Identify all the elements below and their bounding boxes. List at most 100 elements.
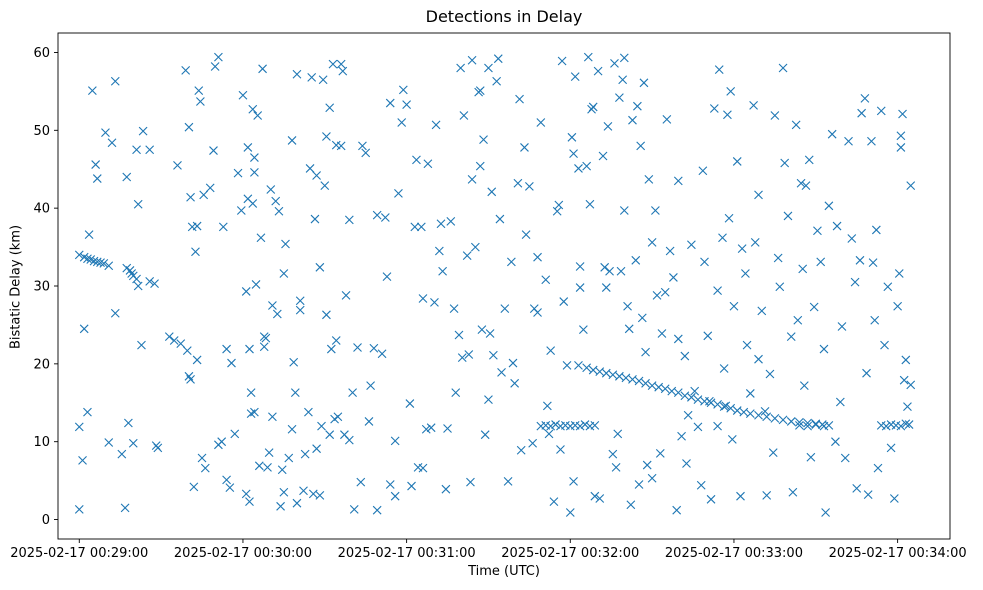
data-point xyxy=(569,477,578,486)
data-point xyxy=(438,266,448,276)
data-point xyxy=(901,355,911,365)
chart-title: Detections in Delay xyxy=(425,7,583,26)
data-point xyxy=(191,247,200,257)
data-point xyxy=(189,482,199,492)
data-point xyxy=(348,388,357,398)
data-point xyxy=(194,86,204,95)
data-point xyxy=(628,375,637,384)
data-point xyxy=(84,230,94,240)
data-point xyxy=(451,388,461,398)
data-point xyxy=(245,497,254,507)
data-point xyxy=(615,93,624,102)
data-point xyxy=(639,78,649,88)
data-point xyxy=(593,66,603,76)
data-point xyxy=(786,332,796,341)
data-point xyxy=(634,480,644,489)
data-point xyxy=(248,199,258,208)
data-point xyxy=(385,480,395,489)
data-point xyxy=(133,281,143,291)
data-point xyxy=(732,406,742,415)
data-point xyxy=(418,294,428,303)
data-point xyxy=(631,255,641,265)
data-point xyxy=(557,56,567,66)
data-point xyxy=(619,53,629,63)
data-point xyxy=(544,429,554,439)
data-point xyxy=(536,118,546,127)
data-point xyxy=(250,167,259,177)
data-point xyxy=(356,477,366,487)
data-point xyxy=(510,378,520,388)
data-point xyxy=(793,315,803,325)
data-point xyxy=(410,222,420,232)
data-point xyxy=(184,122,194,132)
data-point xyxy=(870,315,880,325)
x-tick-label: 2025-02-17 00:29:00 xyxy=(10,546,148,561)
data-point xyxy=(791,120,801,130)
data-point xyxy=(83,407,92,417)
data-point xyxy=(99,259,109,268)
data-point xyxy=(723,110,732,120)
data-point xyxy=(600,262,610,272)
data-point xyxy=(575,421,585,431)
data-point xyxy=(475,86,485,95)
x-tick-label: 2025-02-17 00:33:00 xyxy=(665,546,803,561)
data-point xyxy=(91,160,101,169)
data-point xyxy=(250,153,259,162)
x-tick-label: 2025-02-17 00:30:00 xyxy=(174,546,312,561)
data-point xyxy=(322,132,331,141)
data-point xyxy=(492,76,502,86)
data-point xyxy=(443,424,452,433)
y-tick-label: 40 xyxy=(33,202,50,217)
data-point xyxy=(672,505,682,515)
data-point xyxy=(739,407,749,417)
data-point xyxy=(74,422,84,432)
data-point xyxy=(778,415,788,425)
data-point xyxy=(407,481,416,491)
data-point xyxy=(123,418,133,428)
data-point xyxy=(248,104,258,114)
data-point xyxy=(528,438,538,448)
data-point xyxy=(104,261,114,271)
data-point xyxy=(382,272,392,282)
data-point xyxy=(310,214,320,224)
data-point xyxy=(608,370,618,380)
data-point xyxy=(145,276,155,286)
data-point xyxy=(647,238,657,247)
data-point xyxy=(250,407,259,417)
data-point xyxy=(906,380,916,390)
data-point xyxy=(312,171,321,180)
data-point xyxy=(745,389,755,398)
x-axis-label: Time (UTC) xyxy=(468,564,540,579)
data-point xyxy=(150,279,159,289)
data-point xyxy=(137,340,146,350)
data-point xyxy=(703,331,713,341)
data-point xyxy=(426,423,436,433)
data-point xyxy=(243,143,253,152)
data-point xyxy=(263,462,272,472)
data-point xyxy=(831,437,840,447)
data-point xyxy=(786,417,796,426)
data-point xyxy=(799,381,809,391)
data-point xyxy=(533,308,542,317)
data-point xyxy=(889,494,899,503)
data-point xyxy=(837,322,847,331)
data-point xyxy=(616,266,626,276)
data-point xyxy=(325,103,335,113)
data-point xyxy=(844,136,853,146)
data-point xyxy=(768,448,778,457)
data-point xyxy=(690,386,700,396)
data-point xyxy=(565,508,575,517)
data-point xyxy=(500,304,510,313)
data-point xyxy=(79,324,89,334)
data-point xyxy=(104,438,114,447)
data-point xyxy=(487,187,497,197)
data-point xyxy=(277,465,287,475)
data-point xyxy=(331,336,341,345)
data-point xyxy=(757,306,767,316)
data-point xyxy=(230,429,240,439)
data-point xyxy=(423,159,433,169)
data-point xyxy=(449,304,459,313)
data-point xyxy=(677,431,686,441)
data-point xyxy=(268,412,277,422)
data-point xyxy=(279,269,289,278)
